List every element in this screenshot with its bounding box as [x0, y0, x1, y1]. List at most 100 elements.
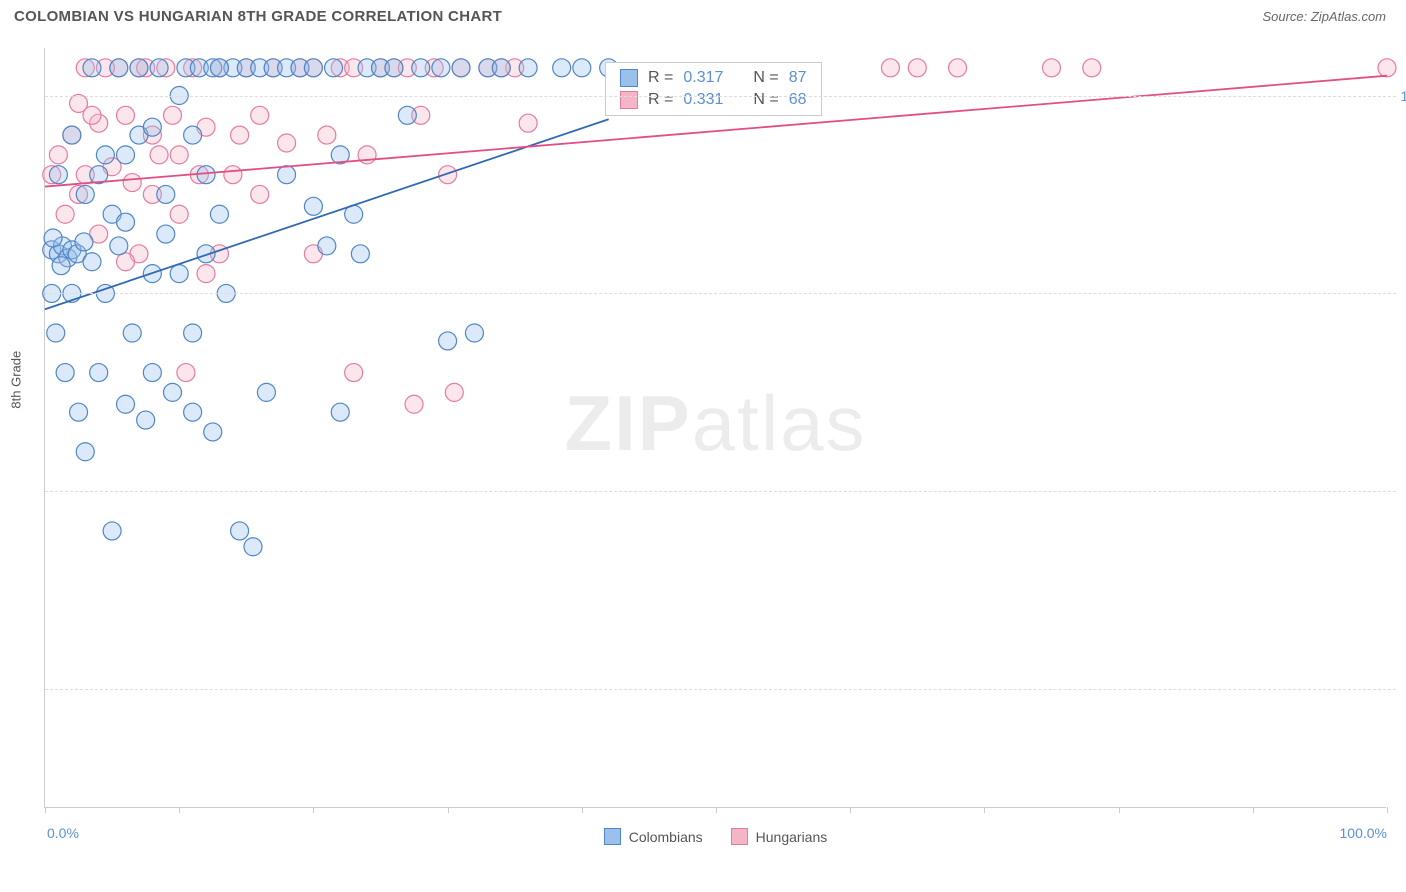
scatter-point-hungarians — [345, 364, 363, 382]
correlation-stats-box: R = 0.317 N = 87 R = 0.331 N = 68 — [605, 62, 822, 116]
scatter-point-colombians — [170, 265, 188, 283]
scatter-point-colombians — [184, 126, 202, 144]
scatter-point-colombians — [143, 118, 161, 136]
scatter-point-hungarians — [445, 383, 463, 401]
stats-n-value: 68 — [789, 91, 807, 109]
scatter-point-hungarians — [49, 146, 67, 164]
scatter-point-colombians — [492, 59, 510, 77]
stats-row-hungarians: R = 0.331 N = 68 — [606, 89, 821, 111]
scatter-point-colombians — [432, 59, 450, 77]
stats-r-label: R = — [648, 91, 673, 109]
scatter-point-colombians — [83, 253, 101, 271]
scatter-point-colombians — [143, 364, 161, 382]
stats-r-value: 0.331 — [683, 91, 723, 109]
scatter-point-colombians — [573, 59, 591, 77]
x-tick — [313, 807, 314, 813]
stats-r-label: R = — [648, 69, 673, 87]
scatter-point-colombians — [412, 59, 430, 77]
scatter-point-colombians — [63, 126, 81, 144]
legend-label-colombians: Colombians — [629, 829, 703, 845]
scatter-point-colombians — [452, 59, 470, 77]
scatter-point-colombians — [331, 403, 349, 421]
scatter-point-colombians — [439, 332, 457, 350]
gridline-h — [45, 689, 1396, 690]
scatter-point-hungarians — [224, 166, 242, 184]
scatter-point-colombians — [47, 324, 65, 342]
scatter-point-hungarians — [123, 174, 141, 192]
scatter-point-colombians — [231, 522, 249, 540]
scatter-point-hungarians — [56, 205, 74, 223]
scatter-point-hungarians — [318, 126, 336, 144]
stats-n-value: 87 — [789, 69, 807, 87]
scatter-point-colombians — [553, 59, 571, 77]
scatter-point-colombians — [157, 225, 175, 243]
scatter-point-colombians — [76, 443, 94, 461]
stats-row-colombians: R = 0.317 N = 87 — [606, 67, 821, 89]
scatter-point-colombians — [123, 324, 141, 342]
scatter-point-colombians — [52, 257, 70, 275]
scatter-point-colombians — [110, 59, 128, 77]
title-bar: COLOMBIAN VS HUNGARIAN 8TH GRADE CORRELA… — [0, 0, 1406, 29]
scatter-point-hungarians — [163, 106, 181, 124]
scatter-point-colombians — [56, 364, 74, 382]
scatter-point-hungarians — [949, 59, 967, 77]
x-tick — [1387, 807, 1388, 813]
legend-swatch-hungarians — [731, 828, 748, 845]
scatter-point-hungarians — [881, 59, 899, 77]
scatter-point-colombians — [304, 197, 322, 215]
scatter-point-colombians — [83, 59, 101, 77]
scatter-point-colombians — [519, 59, 537, 77]
plot-area: ZIPatlas R = 0.317 N = 87 R = 0.331 N = … — [44, 48, 1386, 808]
scatter-point-colombians — [465, 324, 483, 342]
x-tick — [1119, 807, 1120, 813]
scatter-point-hungarians — [70, 94, 88, 112]
y-tick-label: 100.0% — [1393, 88, 1406, 104]
scatter-point-colombians — [278, 166, 296, 184]
scatter-point-colombians — [398, 106, 416, 124]
y-tick-label: 90.0% — [1393, 483, 1406, 499]
scatter-point-hungarians — [177, 364, 195, 382]
gridline-h — [45, 491, 1396, 492]
stats-swatch-hungarians — [620, 91, 638, 109]
y-tick-label: 95.0% — [1393, 285, 1406, 301]
scatter-point-hungarians — [197, 265, 215, 283]
source-attribution: Source: ZipAtlas.com — [1262, 9, 1386, 24]
x-tick-label: 100.0% — [1340, 825, 1387, 841]
scatter-point-hungarians — [439, 166, 457, 184]
scatter-point-hungarians — [117, 106, 135, 124]
y-axis-title: 8th Grade — [9, 351, 24, 409]
gridline-h — [45, 96, 1396, 97]
stats-swatch-colombians — [620, 69, 638, 87]
scatter-point-hungarians — [170, 205, 188, 223]
scatter-point-hungarians — [1043, 59, 1061, 77]
x-tick-label: 0.0% — [47, 825, 79, 841]
scatter-point-colombians — [210, 205, 228, 223]
legend-item-colombians: Colombians — [604, 828, 703, 845]
scatter-point-colombians — [184, 324, 202, 342]
scatter-point-hungarians — [150, 146, 168, 164]
scatter-point-hungarians — [908, 59, 926, 77]
scatter-point-hungarians — [170, 146, 188, 164]
scatter-point-colombians — [110, 237, 128, 255]
scatter-point-colombians — [304, 59, 322, 77]
scatter-point-colombians — [150, 59, 168, 77]
scatter-point-colombians — [103, 522, 121, 540]
scatter-point-colombians — [197, 245, 215, 263]
legend-item-hungarians: Hungarians — [731, 828, 828, 845]
scatter-point-hungarians — [405, 395, 423, 413]
scatter-point-colombians — [244, 538, 262, 556]
y-tick-label: 85.0% — [1393, 681, 1406, 697]
scatter-point-colombians — [76, 185, 94, 203]
x-tick — [850, 807, 851, 813]
chart-title: COLOMBIAN VS HUNGARIAN 8TH GRADE CORRELA… — [14, 8, 502, 25]
scatter-point-colombians — [318, 237, 336, 255]
scatter-point-colombians — [130, 59, 148, 77]
scatter-point-colombians — [70, 403, 88, 421]
legend-label-hungarians: Hungarians — [756, 829, 828, 845]
scatter-point-colombians — [325, 59, 343, 77]
stats-n-label: N = — [753, 91, 778, 109]
scatter-point-hungarians — [1083, 59, 1101, 77]
scatter-point-colombians — [257, 383, 275, 401]
scatter-svg — [45, 48, 1386, 807]
x-tick — [179, 807, 180, 813]
